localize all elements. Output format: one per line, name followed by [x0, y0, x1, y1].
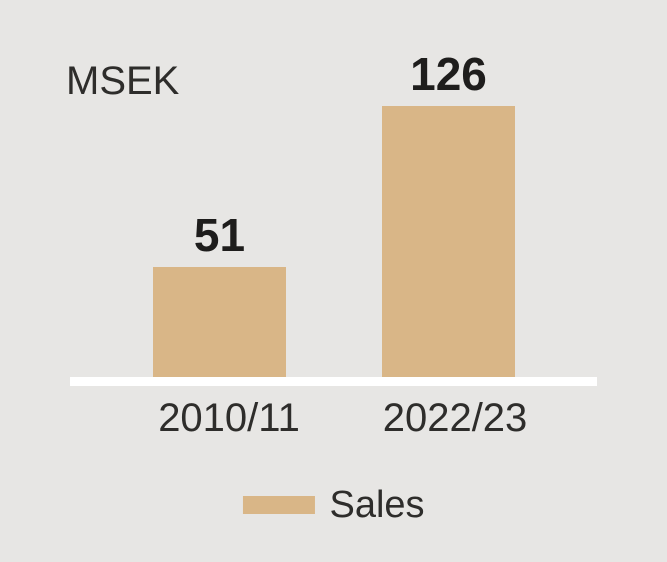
bar-value-label-2022-23: 126: [410, 48, 487, 100]
bar-2010-11: [153, 267, 286, 377]
y-axis-unit-label: MSEK: [66, 59, 180, 103]
legend: Sales: [242, 484, 425, 526]
x-axis-label-2010-11: 2010/11: [158, 396, 300, 440]
x-axis-label-2022-23: 2022/23: [382, 396, 528, 440]
legend-label-sales: Sales: [329, 484, 425, 526]
bar-group-2010-11: 51: [153, 212, 286, 377]
bar-group-2022-23: 126: [382, 51, 515, 377]
legend-swatch-sales: [242, 496, 315, 514]
bar-2022-23: [382, 106, 515, 377]
x-axis-line: [70, 377, 597, 386]
bar-value-label-2010-11: 51: [193, 209, 246, 261]
